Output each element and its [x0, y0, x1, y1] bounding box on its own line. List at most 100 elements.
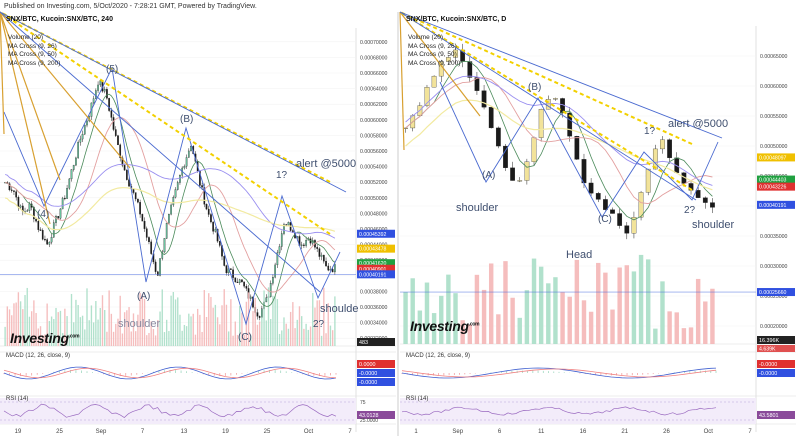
alert-arrow — [399, 11, 723, 139]
ma-line-yellow — [4, 187, 336, 232]
candle — [168, 213, 170, 224]
rsi-label: RSI (14) — [406, 396, 429, 402]
legend-item[interactable]: MA Cross (9, 50) — [408, 51, 457, 58]
legend-item[interactable]: Volume (20) — [8, 34, 44, 41]
volume-bar — [208, 293, 210, 346]
investing-logo: Investing.com — [410, 318, 480, 334]
chart-panel-4h[interactable]: 0.00070000 0.00068000 0.00066000 0.00064000… — [0, 11, 396, 436]
legend-item[interactable]: MA Cross (9, 26) — [408, 42, 457, 50]
volume-bar — [318, 300, 321, 346]
macd-value-badge — [757, 369, 795, 377]
volume-bar — [132, 313, 135, 346]
wave-label-a: (A) — [137, 291, 151, 302]
candle — [524, 161, 530, 181]
legend-item[interactable]: Volume (20) — [408, 34, 444, 41]
volume-bar — [42, 335, 44, 346]
volume-bar — [553, 277, 558, 344]
volume-bar — [203, 290, 205, 346]
volume-sub-badge — [757, 345, 795, 352]
wave-label-c: (C) — [238, 332, 252, 343]
volume-bar — [624, 265, 630, 344]
volume-bar — [225, 304, 228, 346]
volume-bar — [81, 315, 84, 346]
candle — [327, 265, 330, 271]
volume-bar — [546, 283, 551, 344]
trend-line — [0, 11, 61, 181]
candle — [223, 256, 226, 266]
candle — [517, 180, 523, 182]
candle — [249, 296, 252, 299]
candle — [103, 89, 106, 92]
y-tick-label: 0.00025000 — [760, 294, 788, 300]
volume-bar — [524, 290, 530, 344]
volume-bar — [474, 274, 480, 344]
candle — [64, 197, 66, 200]
candle — [510, 167, 515, 181]
macd-value-badge — [757, 360, 795, 368]
panel-divider — [397, 12, 399, 436]
volume-badge — [357, 338, 395, 346]
candle — [207, 208, 210, 215]
ma-line-slow — [405, 75, 713, 186]
volume-bar — [110, 313, 113, 346]
price-badge-text: 0.00040901 — [359, 267, 387, 273]
chart-title: SNX/BTC, Kucoin:SNX/BTC, 240 — [6, 16, 113, 23]
candle — [702, 197, 708, 203]
x-tick-label: 7 — [141, 429, 145, 435]
volume-bar — [95, 301, 97, 346]
volume-bar — [92, 322, 95, 346]
volume-bar — [294, 328, 296, 346]
volume-bar — [70, 293, 73, 346]
price-badge — [357, 264, 395, 273]
legend-item[interactable]: MA Cross (9, 200) — [8, 59, 61, 67]
candle — [274, 264, 276, 278]
volume-bar — [15, 302, 17, 346]
volume-sub-text: 4.639K — [759, 347, 776, 353]
x-tick-label: 11 — [538, 429, 545, 435]
y-tick-label: 0.00050000 — [360, 196, 388, 202]
x-tick-label: 26 — [663, 429, 670, 435]
rsi-value-badge — [357, 411, 395, 419]
volume-bar — [710, 288, 715, 344]
candle — [481, 90, 487, 108]
candle — [567, 112, 573, 137]
volume-bar — [307, 329, 310, 346]
rsi-value-text: 43.5801 — [759, 413, 779, 419]
volume-bar — [212, 307, 214, 346]
wave-label-5: (5) — [106, 64, 119, 75]
candle — [161, 251, 164, 259]
chart-canvas-4h[interactable]: 0.00070000 0.00068000 0.00066000 0.00064000… — [0, 11, 396, 436]
y-tick-label: 0.00060000 — [360, 118, 388, 124]
candle — [50, 237, 53, 243]
volume-bar — [223, 289, 225, 346]
alert-arrow — [0, 11, 321, 293]
rsi-band — [0, 398, 356, 424]
candle — [95, 90, 97, 99]
volume-bar — [17, 292, 20, 346]
volume-bar — [596, 262, 601, 344]
volume-bar — [581, 300, 587, 344]
chart-canvas-daily[interactable]: 0.00065000 0.00060000 0.00055000 0.00050000… — [399, 11, 796, 436]
legend-item[interactable]: MA Cross (9, 26) — [8, 42, 57, 50]
volume-bar — [101, 295, 104, 346]
y-tick-label: 0.00035000 — [760, 234, 788, 240]
legend-item[interactable]: MA Cross (9, 200) — [408, 59, 461, 67]
price-badge-text: 0.00045392 — [359, 232, 387, 238]
volume-bar — [112, 331, 115, 346]
candle — [265, 297, 268, 303]
x-tick-label: 19 — [222, 429, 229, 435]
candle — [159, 258, 161, 276]
volume-bar — [296, 319, 298, 346]
chart-panel-daily[interactable]: 0.00065000 0.00060000 0.00055000 0.00050000… — [399, 11, 796, 436]
wave-label-2: 2? — [684, 205, 696, 216]
alert-arrow — [399, 11, 697, 201]
y-tick-label: 0.00030000 — [760, 264, 788, 270]
rsi-value-badge — [757, 411, 795, 419]
legend-item[interactable]: MA Cross (9, 50) — [8, 51, 57, 58]
volume-bar — [68, 334, 70, 346]
candle — [320, 254, 323, 257]
candle — [145, 228, 148, 238]
candle — [238, 279, 241, 283]
y-tick-label: 0.00052000 — [360, 180, 388, 186]
volume-bar — [467, 324, 473, 344]
